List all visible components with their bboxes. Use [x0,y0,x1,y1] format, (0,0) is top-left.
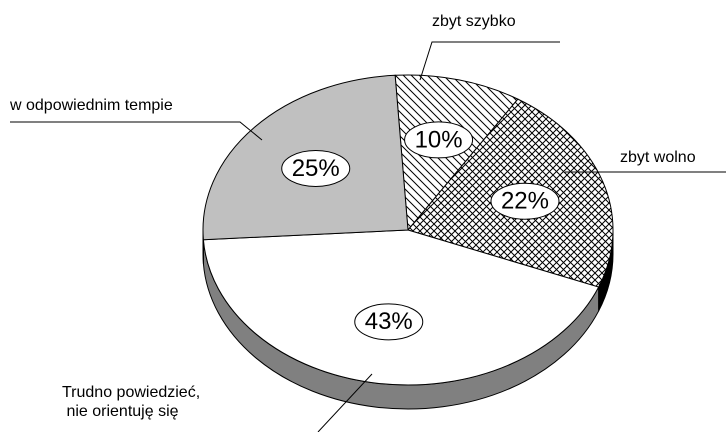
value-label: 10% [415,126,463,153]
category-label: Trudno powiedzieć, nie orientuję się [62,384,201,420]
category-label: zbyt wolno [620,149,696,166]
value-label-bg [354,303,424,341]
value-label-bg [404,121,474,159]
value-label-bg [490,182,560,220]
value-label-bg [281,149,351,187]
leader-lines [10,41,726,432]
category-label: zbyt szybko [432,13,516,30]
value-label: 25% [292,155,340,182]
category-label: w odpowiednim tempie [10,97,173,114]
value-label: 22% [501,188,549,215]
value-label: 43% [365,308,413,335]
leader-line [419,41,560,81]
leader-line [317,373,373,432]
leader-line [10,121,263,141]
